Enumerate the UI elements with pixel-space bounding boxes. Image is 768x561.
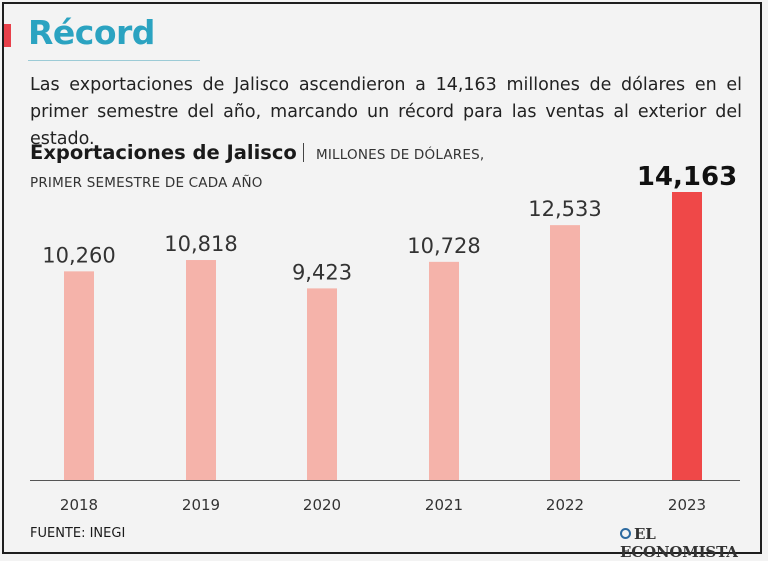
bar-2020 <box>307 288 337 480</box>
x-tick-label-2021: 2021 <box>425 496 463 514</box>
chart-units-line2: PRIMER SEMESTRE DE CADA AÑO <box>30 175 263 191</box>
x-tick-label-2022: 2022 <box>546 496 584 514</box>
chart-units-line1: MILLONES DE DÓLARES, <box>316 147 485 163</box>
brand-icon <box>620 528 631 539</box>
title-underline <box>28 60 200 61</box>
bar-2022 <box>550 225 580 480</box>
data-label-2019: 10,818 <box>164 232 237 256</box>
data-label-2021: 10,728 <box>407 234 480 258</box>
x-tick-label-2019: 2019 <box>182 496 220 514</box>
page-title: Récord <box>28 13 155 52</box>
brand-logo: EL ECONOMISTA <box>620 525 768 561</box>
bar-2021 <box>429 261 459 480</box>
source-note: FUENTE: INEGI <box>30 526 126 541</box>
data-label-2022: 12,533 <box>528 197 601 221</box>
data-label-2023: 14,163 <box>637 162 737 192</box>
bar-2019 <box>186 260 216 480</box>
data-label-2018: 10,260 <box>42 243 115 267</box>
infographic-frame <box>2 2 762 554</box>
title-separator <box>302 143 304 162</box>
intro-text: Las exportaciones de Jalisco ascendieron… <box>30 75 742 149</box>
bar-2018 <box>64 271 94 480</box>
title-accent-bar <box>4 24 11 47</box>
bar-2023 <box>672 192 702 480</box>
chart-title-text: Exportaciones de Jalisco <box>30 141 297 164</box>
x-tick-label-2023: 2023 <box>668 496 706 514</box>
x-tick-label-2020: 2020 <box>303 496 341 514</box>
data-label-2020: 9,423 <box>292 260 352 284</box>
brand-name: EL ECONOMISTA <box>620 525 738 561</box>
chart-title: Exportaciones de Jalisco <box>30 141 312 164</box>
x-tick-label-2018: 2018 <box>60 496 98 514</box>
